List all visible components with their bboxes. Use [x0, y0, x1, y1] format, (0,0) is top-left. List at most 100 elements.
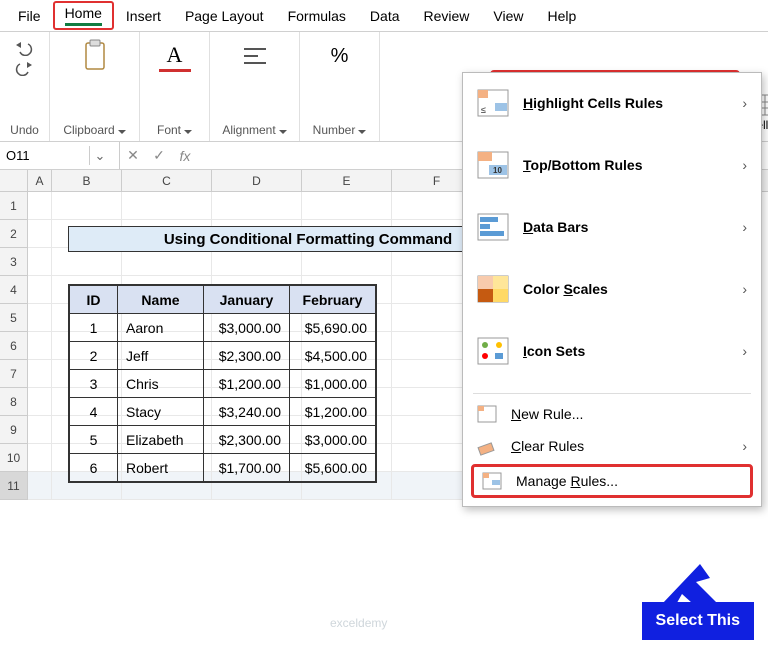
number-label[interactable]: Number	[313, 123, 367, 137]
cell[interactable]	[52, 248, 122, 276]
cell[interactable]	[28, 416, 52, 444]
clear-icon	[477, 437, 497, 455]
paste-icon[interactable]	[79, 40, 111, 72]
cell[interactable]	[28, 332, 52, 360]
table-cell[interactable]: 6	[70, 454, 118, 482]
table-cell[interactable]: $1,700.00	[204, 454, 290, 482]
cf-menu-new-rule-[interactable]: New Rule...	[463, 398, 761, 430]
menu-data[interactable]: Data	[358, 4, 412, 28]
cf-menu-manage-rules-[interactable]: Manage Rules...	[471, 464, 753, 498]
font-icon[interactable]: A	[159, 40, 191, 72]
table-cell[interactable]: $4,500.00	[290, 342, 376, 370]
undo-icon[interactable]	[14, 40, 36, 56]
cell[interactable]	[302, 248, 392, 276]
table-cell[interactable]: $2,300.00	[204, 342, 290, 370]
table-cell[interactable]: $3,240.00	[204, 398, 290, 426]
cell[interactable]	[28, 444, 52, 472]
conditional-formatting-menu: ≤Highlight Cells Rules› 10Top/Bottom Rule…	[462, 72, 762, 507]
cell[interactable]	[28, 472, 52, 500]
menu-review[interactable]: Review	[412, 4, 482, 28]
new-icon	[477, 405, 497, 423]
column-header-E[interactable]: E	[302, 170, 392, 191]
row-header[interactable]: 5	[0, 304, 28, 332]
name-box-dropdown[interactable]: ⌄	[90, 148, 110, 164]
cs-icon	[477, 275, 509, 303]
table-cell[interactable]: Chris	[118, 370, 204, 398]
row-header[interactable]: 3	[0, 248, 28, 276]
cf-menu-highlight-cells-rules[interactable]: ≤Highlight Cells Rules›	[463, 79, 761, 127]
row-header[interactable]: 10	[0, 444, 28, 472]
font-label[interactable]: Font	[157, 123, 192, 137]
data-table: IDNameJanuaryFebruary1Aaron$3,000.00$5,6…	[68, 284, 377, 483]
table-cell[interactable]: 3	[70, 370, 118, 398]
hcr-icon: ≤	[477, 89, 509, 117]
table-cell[interactable]: 2	[70, 342, 118, 370]
cell[interactable]	[28, 360, 52, 388]
table-cell[interactable]: Robert	[118, 454, 204, 482]
table-cell[interactable]: $1,200.00	[204, 370, 290, 398]
cell[interactable]	[212, 192, 302, 220]
alignment-icon[interactable]	[239, 40, 271, 72]
table-cell[interactable]: Jeff	[118, 342, 204, 370]
cf-menu-top-bottom-rules[interactable]: 10Top/Bottom Rules›	[463, 141, 761, 189]
column-header-B[interactable]: B	[52, 170, 122, 191]
table-cell[interactable]: Aaron	[118, 314, 204, 342]
cancel-icon[interactable]: ✕	[120, 147, 146, 164]
number-icon[interactable]: %	[324, 40, 356, 72]
table-cell[interactable]: $3,000.00	[204, 314, 290, 342]
row-header[interactable]: 2	[0, 220, 28, 248]
fx-icon[interactable]: fx	[172, 148, 198, 164]
row-header[interactable]: 4	[0, 276, 28, 304]
cell[interactable]	[302, 192, 392, 220]
row-header[interactable]: 11	[0, 472, 28, 500]
cf-menu-color-scales[interactable]: Color Scales›	[463, 265, 761, 313]
table-cell[interactable]: $1,000.00	[290, 370, 376, 398]
cell[interactable]	[28, 192, 52, 220]
redo-icon[interactable]	[14, 60, 36, 76]
cell[interactable]	[122, 192, 212, 220]
menu-insert[interactable]: Insert	[114, 4, 173, 28]
cell[interactable]	[122, 248, 212, 276]
cell[interactable]	[28, 304, 52, 332]
cell[interactable]	[28, 276, 52, 304]
menu-file[interactable]: File	[6, 4, 53, 28]
tbr-icon: 10	[477, 151, 509, 179]
table-cell[interactable]: 5	[70, 426, 118, 454]
menu-home[interactable]: Home	[53, 1, 114, 30]
cell[interactable]	[28, 388, 52, 416]
cell[interactable]	[212, 248, 302, 276]
menu-help[interactable]: Help	[536, 4, 589, 28]
row-header[interactable]: 6	[0, 332, 28, 360]
select-all-corner[interactable]	[0, 170, 28, 191]
menu-page-layout[interactable]: Page Layout	[173, 4, 276, 28]
table-cell[interactable]: $5,690.00	[290, 314, 376, 342]
enter-icon[interactable]: ✓	[146, 147, 172, 164]
row-header[interactable]: 7	[0, 360, 28, 388]
cf-menu-icon-sets[interactable]: Icon Sets›	[463, 327, 761, 375]
ribbon-undo-group: Undo	[0, 32, 50, 141]
menu-view[interactable]: View	[481, 4, 535, 28]
cell[interactable]	[28, 248, 52, 276]
clipboard-label[interactable]: Clipboard	[63, 123, 125, 137]
table-cell[interactable]: Stacy	[118, 398, 204, 426]
name-box[interactable]: O11	[0, 146, 90, 165]
table-cell[interactable]: $2,300.00	[204, 426, 290, 454]
table-cell[interactable]: $5,600.00	[290, 454, 376, 482]
table-cell[interactable]: 4	[70, 398, 118, 426]
table-cell[interactable]: 1	[70, 314, 118, 342]
alignment-label[interactable]: Alignment	[222, 123, 286, 137]
column-header-C[interactable]: C	[122, 170, 212, 191]
menu-formulas[interactable]: Formulas	[276, 4, 358, 28]
column-header-A[interactable]: A	[28, 170, 52, 191]
cf-menu-data-bars[interactable]: Data Bars›	[463, 203, 761, 251]
row-header[interactable]: 1	[0, 192, 28, 220]
row-header[interactable]: 8	[0, 388, 28, 416]
table-cell[interactable]: $3,000.00	[290, 426, 376, 454]
table-cell[interactable]: Elizabeth	[118, 426, 204, 454]
column-header-D[interactable]: D	[212, 170, 302, 191]
table-cell[interactable]: $1,200.00	[290, 398, 376, 426]
row-header[interactable]: 9	[0, 416, 28, 444]
cell[interactable]	[28, 220, 52, 248]
cf-menu-clear-rules[interactable]: Clear Rules›	[463, 430, 761, 462]
cell[interactable]	[52, 192, 122, 220]
